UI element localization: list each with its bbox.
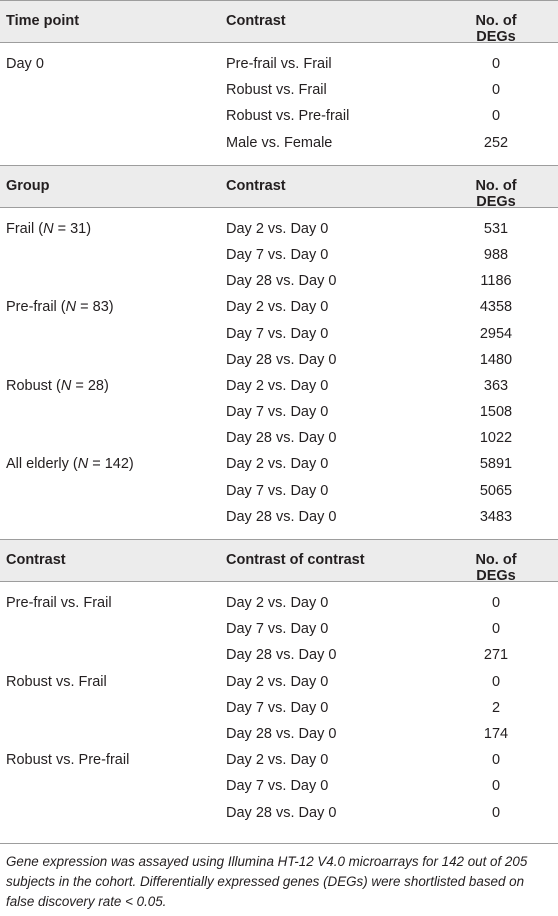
deg-count-cell: 0	[491, 778, 501, 795]
deg-count-cell: 3483	[479, 508, 513, 525]
deg-count-cell: 1022	[479, 430, 513, 447]
contrast-cell: Day 28 vs. Day 0	[226, 725, 337, 742]
contrast-cell: Day 28 vs. Day 0	[226, 804, 337, 821]
deg-count-cell: 0	[491, 752, 501, 769]
table-row: Day 28 vs. Day 0 3483	[0, 504, 558, 530]
table-row: Day 28 vs. Day 0 271	[0, 642, 558, 668]
contrast-cell: Day 7 vs. Day 0	[226, 482, 329, 499]
contrast-cell: Day 28 vs. Day 0	[226, 273, 337, 290]
row-label: Day 0	[6, 56, 44, 72]
table-row: Day 28 vs. Day 0 1022	[0, 425, 558, 451]
contrast-cell: Day 2 vs. Day 0	[226, 299, 329, 316]
table-row: Day 7 vs. Day 0 2954	[0, 321, 558, 347]
table-footnote: Gene expression was assayed using Illumi…	[6, 854, 528, 909]
deg-count-cell: 271	[483, 647, 509, 664]
contrast-cell: Day 28 vs. Day 0	[226, 430, 337, 447]
table-row: Robust vs. Pre-frail Day 2 vs. Day 0 0	[0, 747, 558, 773]
contrast-cell: Day 7 vs. Day 0	[226, 778, 329, 795]
deg-count-cell: 252	[483, 134, 509, 151]
degs-table: Time point Contrast No. of DEGs Day 0 Pre-fr…	[0, 0, 558, 826]
row-label: Frail (N = 31)	[6, 220, 92, 237]
deg-count-cell: 1508	[479, 404, 513, 421]
contrast-cell: Day 28 vs. Day 0	[226, 508, 337, 525]
column-header: Group	[6, 177, 50, 194]
deg-count-cell: 0	[491, 621, 501, 638]
deg-count-cell: 0	[491, 108, 501, 125]
row-label: Robust vs. Pre-frail	[6, 752, 130, 769]
deg-count-cell: 1480	[479, 351, 513, 368]
table-row: Robust vs. Frail 0	[0, 77, 558, 103]
table-row: Robust vs. Frail Day 2 vs. Day 0 0	[0, 669, 558, 695]
table-row: Day 7 vs. Day 0 0	[0, 616, 558, 642]
row-label: Robust vs. Frail	[6, 673, 107, 690]
table-row: Male vs. Female 252	[0, 130, 558, 156]
contrast-cell: Day 2 vs. Day 0	[226, 377, 329, 394]
contrast-cell: Day 2 vs. Day 0	[226, 220, 329, 237]
deg-count-cell: 4358	[479, 299, 513, 316]
deg-count-cell: 5891	[479, 456, 513, 473]
column-header: Time point	[6, 13, 80, 29]
contrast-cell: Day 2 vs. Day 0	[226, 456, 329, 473]
deg-count-cell: 2954	[479, 325, 513, 342]
table-row: Robust (N = 28) Day 2 vs. Day 0 363	[0, 373, 558, 399]
contrast-cell: Day 7 vs. Day 0	[226, 699, 329, 716]
table-row: Day 7 vs. Day 0 988	[0, 242, 558, 268]
section-header: Time point Contrast No. of DEGs	[0, 0, 558, 45]
deg-count-cell: 531	[483, 220, 509, 237]
deg-count-cell: 174	[483, 725, 509, 742]
table-row: Day 0 Pre-frail vs. Frail 0	[0, 51, 558, 77]
table-row: Day 28 vs. Day 0 0	[0, 800, 558, 826]
section-header: Group Contrast No. of DEGs	[0, 164, 558, 210]
row-label: All elderly (N = 142)	[6, 456, 134, 473]
row-label: Pre-frail vs. Frail	[6, 595, 112, 611]
table-row: Robust vs. Pre-frail 0	[0, 103, 558, 129]
contrast-cell: Day 2 vs. Day 0	[226, 673, 329, 690]
deg-count-cell: 363	[483, 377, 509, 394]
column-header: Contrast	[226, 177, 286, 194]
table-row: Pre-frail vs. Frail Day 2 vs. Day 0 0	[0, 590, 558, 616]
contrast-cell: Robust vs. Pre-frail	[226, 108, 350, 125]
deg-count-cell: 0	[491, 804, 501, 821]
contrast-cell: Day 7 vs. Day 0	[226, 246, 329, 263]
table-row: Day 7 vs. Day 0 1508	[0, 399, 558, 425]
table-row: Day 7 vs. Day 0 2	[0, 695, 558, 721]
deg-count-cell: 988	[483, 246, 509, 263]
table-row: All elderly (N = 142) Day 2 vs. Day 0 5891	[0, 451, 558, 477]
column-header: No. of DEGs	[475, 13, 517, 45]
table-row: Day 28 vs. Day 0 1480	[0, 347, 558, 373]
table-row: Frail (N = 31) Day 2 vs. Day 0 531	[0, 216, 558, 242]
deg-count-cell: 0	[491, 56, 501, 72]
deg-count-cell: 2	[491, 699, 501, 716]
contrast-cell: Pre-frail vs. Frail	[226, 56, 332, 72]
table-bottom-rule	[0, 843, 558, 844]
row-label: Pre-frail (N = 83)	[6, 299, 114, 316]
contrast-cell: Day 2 vs. Day 0	[226, 752, 329, 769]
deg-count-cell: 0	[491, 82, 501, 99]
table-row: Pre-frail (N = 83) Day 2 vs. Day 0 4358	[0, 294, 558, 320]
deg-count-cell: 0	[491, 595, 501, 611]
column-header: Contrast of contrast	[226, 552, 365, 568]
table-row: Day 28 vs. Day 0 174	[0, 721, 558, 747]
column-header: No. of DEGs	[475, 177, 517, 210]
contrast-cell: Day 2 vs. Day 0	[226, 595, 329, 611]
contrast-cell: Male vs. Female	[226, 134, 333, 151]
deg-count-cell: 0	[491, 673, 501, 690]
deg-count-cell: 5065	[479, 482, 513, 499]
contrast-cell: Day 7 vs. Day 0	[226, 325, 329, 342]
deg-count-cell: 1186	[480, 273, 512, 290]
contrast-cell: Day 7 vs. Day 0	[226, 404, 329, 421]
contrast-cell: Robust vs. Frail	[226, 82, 327, 99]
column-header: Contrast	[226, 13, 286, 29]
contrast-cell: Day 28 vs. Day 0	[226, 647, 337, 664]
contrast-cell: Day 28 vs. Day 0	[226, 351, 337, 368]
section-header: Contrast Contrast of contrast No. of DEGs	[0, 539, 558, 584]
table-row: Day 7 vs. Day 0 0	[0, 773, 558, 799]
row-label: Robust (N = 28)	[6, 377, 109, 394]
column-header: Contrast	[6, 552, 66, 568]
table-row: Day 7 vs. Day 0 5065	[0, 478, 558, 504]
contrast-cell: Day 7 vs. Day 0	[226, 621, 329, 638]
table-row: Day 28 vs. Day 0 1186	[0, 268, 558, 294]
column-header: No. of DEGs	[475, 552, 517, 584]
